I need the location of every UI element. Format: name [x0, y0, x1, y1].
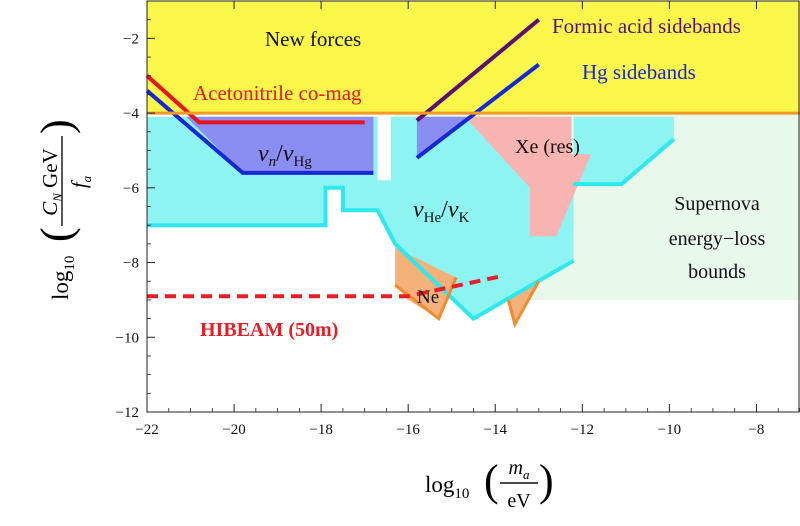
supernova-label-line3: bounds	[688, 261, 746, 283]
y-axis-label: log10 ( CN GeV fa )	[32, 119, 94, 300]
y-tick-label: −10	[116, 330, 139, 346]
y-tick-label: −4	[123, 106, 139, 122]
svg-text:ma: ma	[509, 457, 530, 482]
line-hibeam	[147, 273, 505, 299]
svg-text:): )	[32, 119, 81, 134]
nu-n-hg-label: νn/νHg	[258, 141, 312, 170]
y-tick-label: −2	[123, 31, 139, 47]
nu-he-k-label: νHe/νK	[413, 197, 469, 226]
x-tick-label: −10	[658, 422, 681, 438]
x-tick-label: −18	[309, 422, 332, 438]
x-tick-label: −20	[222, 422, 245, 438]
formic-acid-label: Formic acid sidebands	[552, 14, 741, 38]
svg-text:CN GeV: CN GeV	[38, 148, 65, 216]
x-tick-label: −8	[748, 422, 764, 438]
hg-sidebands-label: Hg sidebands	[582, 60, 696, 84]
x-axis-label: log10 ( ma eV )	[425, 456, 554, 512]
y-tick-label: −6	[123, 181, 139, 197]
x-tick-label: −16	[396, 422, 420, 438]
svg-text:): )	[539, 456, 554, 505]
region-xe	[464, 116, 591, 237]
line-hg-sidebands-right	[415, 62, 541, 160]
y-tick-label: −12	[116, 405, 139, 421]
line-he-k-outline-right	[573, 137, 676, 187]
x-tick-label: −22	[135, 422, 158, 438]
y-tick-label: −8	[123, 256, 139, 272]
svg-text:(: (	[484, 456, 499, 505]
svg-text:log10: log10	[425, 472, 469, 502]
x-tick-label: −12	[571, 422, 594, 438]
svg-text:eV: eV	[507, 490, 531, 512]
region-ne	[395, 247, 457, 319]
supernova-label-line2: energy−loss	[669, 228, 766, 250]
line-ne-small-outline	[506, 280, 541, 329]
supernova-label-line1: Supernova	[674, 193, 760, 215]
region-n-hg	[186, 116, 374, 173]
ne-label: Ne	[417, 287, 439, 308]
acetonitrile-label: Acetonitrile co-mag	[193, 81, 362, 105]
svg-text:(: (	[32, 227, 81, 242]
svg-text:fa: fa	[67, 175, 94, 188]
region-he-k-step	[621, 116, 674, 185]
svg-text:log10: log10	[48, 256, 78, 300]
hibeam-label: HIBEAM (50m)	[200, 319, 338, 341]
line-hg-sidebands-left	[145, 89, 374, 175]
x-tick-label: −14	[484, 422, 508, 438]
axes: −22 −20 −18 −16 −14 −12 −10 −8 −12 −10 −8 −6 −4 −2	[116, 0, 800, 438]
plot-area	[145, 1, 800, 329]
region-new-forces	[147, 1, 800, 114]
line-formic-acid	[415, 18, 541, 123]
xe-label: Xe (res)	[515, 136, 580, 158]
new-forces-label: New forces	[265, 27, 361, 51]
line-acetonitrile	[145, 74, 365, 125]
line-he-k-outline	[147, 185, 575, 322]
